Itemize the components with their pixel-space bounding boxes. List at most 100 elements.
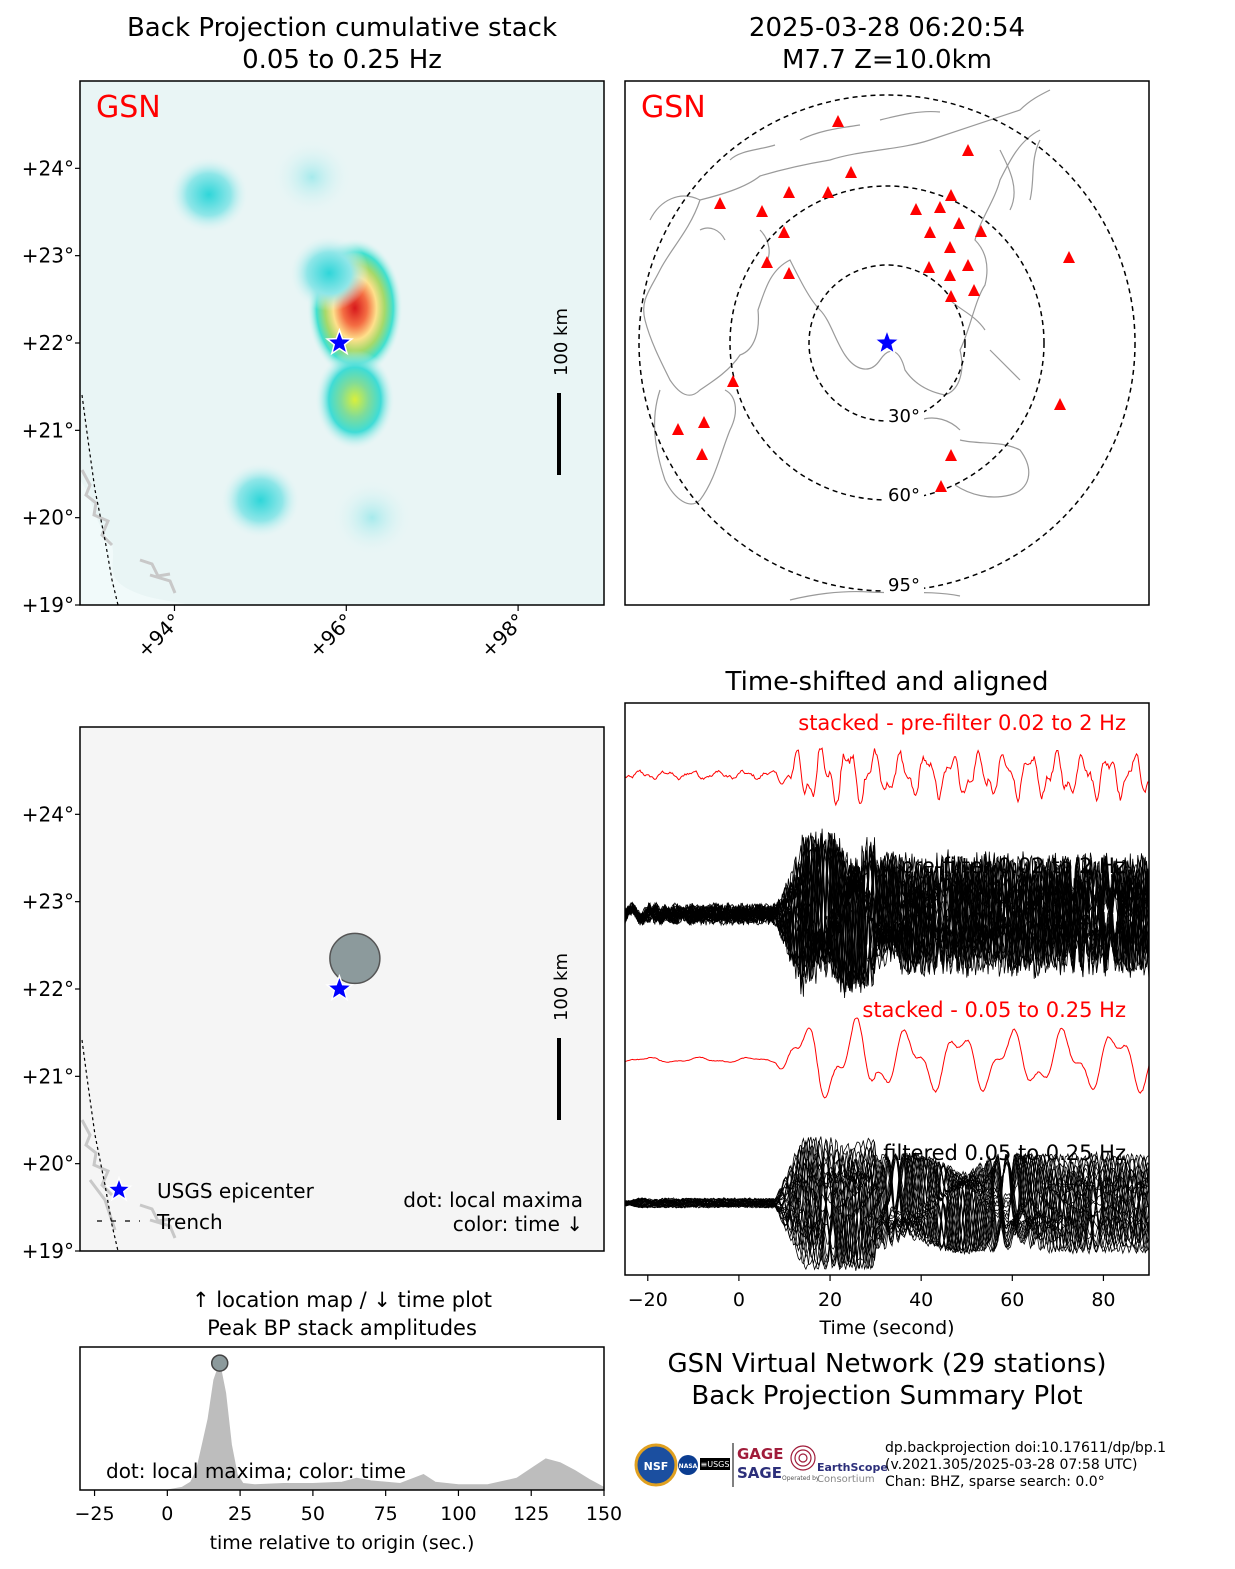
amp-tick-label-150: 150	[586, 1503, 622, 1525]
ring-30	[808, 264, 966, 422]
amp-title-2: Peak BP stack amplitudes	[207, 1316, 477, 1340]
trace-filt-28	[625, 1138, 1149, 1270]
amp-tick-label-25: 25	[228, 1503, 252, 1525]
amp-plot	[80, 1347, 604, 1490]
lat-label-21: +21°	[22, 418, 74, 442]
bp-blob-5	[220, 462, 301, 539]
loc-coastline	[80, 1119, 177, 1239]
station-15	[761, 256, 773, 268]
logo-strip: NSF NASA ≡USGS GAGE SAGE Operated by Ear…	[634, 1443, 888, 1487]
bp-network-label: GSN	[96, 90, 161, 125]
station-11	[975, 225, 987, 237]
station-25	[698, 416, 710, 428]
bp-land-corner	[80, 480, 190, 605]
summary-line-2: Back Projection Summary Plot	[691, 1381, 1082, 1411]
summary-line-1: GSN Virtual Network (29 stations)	[667, 1349, 1106, 1379]
station-10	[953, 217, 965, 229]
lon-label-98: +98°	[476, 609, 530, 663]
lat-label-24: +24°	[22, 802, 74, 826]
amp-note: dot: local maxima; color: time	[106, 1459, 406, 1483]
station-22	[945, 290, 957, 302]
label-pre: pre-filter 0.02 to 2 Hz	[900, 854, 1126, 878]
bp-blob-1	[314, 349, 395, 450]
lat-label-24: +24°	[22, 156, 74, 180]
bp-scale-label: 100 km	[551, 308, 572, 376]
sage-text: SAGE	[737, 1464, 782, 1482]
lat-label-19: +19°	[22, 593, 74, 617]
loc-scale-label: 100 km	[551, 953, 572, 1021]
bp-blob-layer	[168, 139, 413, 556]
bp-blob-4	[271, 139, 352, 216]
station-19	[962, 259, 974, 271]
consortium-text: Consortium	[817, 1474, 875, 1485]
station-4	[783, 186, 795, 198]
lat-label-22: +22°	[22, 977, 74, 1001]
bp-epicenter-star	[325, 327, 354, 356]
station-20	[1063, 251, 1075, 263]
station-1	[962, 144, 974, 156]
station-17	[923, 261, 935, 273]
lat-label-23: +23°	[22, 244, 74, 268]
footer-line-3: Chan: BHZ, sparse search: 0.0°	[885, 1474, 1105, 1490]
wave-x-ticks: −20 0 20 40 60 80	[628, 1275, 1116, 1311]
map-epicenter-star	[872, 327, 902, 356]
nsf-logo: NSF	[634, 1443, 678, 1487]
wave-plot	[625, 703, 1149, 1275]
station-7	[756, 205, 768, 217]
label-stack-filt: stacked - 0.05 to 0.25 Hz	[862, 998, 1126, 1022]
trace-filt-27	[625, 1137, 1149, 1269]
wave-title: Time-shifted and aligned	[725, 667, 1049, 697]
lat-label-20: +20°	[22, 1152, 74, 1176]
map-frame	[624, 80, 1150, 606]
usgs-text: ≡USGS	[701, 1460, 730, 1469]
bp-blob-6	[332, 479, 413, 556]
wave-tick-label-60: 60	[1000, 1289, 1024, 1311]
trace-stack-pre	[625, 747, 1149, 807]
ring-label-95: 95°	[888, 575, 920, 596]
lat-label-22: +22°	[22, 331, 74, 355]
station-14	[944, 241, 956, 253]
amp-area	[80, 1361, 604, 1490]
station-8	[910, 203, 922, 215]
bp-blob-3	[168, 156, 249, 233]
usgs-logo: ≡USGS	[700, 1458, 730, 1470]
amp-title-1: ↑ location map / ↓ time plot	[192, 1288, 492, 1312]
trace-pre-28	[625, 837, 1149, 982]
earthscope-text: EarthScope	[817, 1461, 888, 1474]
station-markers	[672, 115, 1075, 492]
amp-tick-label--25: −25	[75, 1503, 115, 1525]
bp-blob-2	[289, 235, 370, 312]
gage-text: GAGE	[737, 1445, 783, 1463]
bp-title-1: Back Projection cumulative stack	[127, 13, 557, 43]
wave-tick-label--20: −20	[628, 1289, 668, 1311]
lat-label-20: +20°	[22, 506, 74, 530]
wave-xlabel: Time (second)	[818, 1317, 954, 1339]
station-26	[696, 448, 708, 460]
label-filt: filtered 0.05 to 0.25 Hz	[883, 1141, 1126, 1165]
loc-note-2: color: time ↓	[453, 1212, 583, 1236]
amp-tick-label-100: 100	[440, 1503, 476, 1525]
loc-note-1: dot: local maxima	[403, 1188, 583, 1212]
station-24	[672, 423, 684, 435]
map-network-label: GSN	[641, 90, 706, 125]
world-coastlines	[643, 89, 1051, 601]
label-stack-pre: stacked - pre-filter 0.02 to 2 Hz	[798, 711, 1126, 735]
loc-lat-ticks: +24° +23° +22° +21° +20° +19°	[22, 802, 80, 1263]
wave-traces	[625, 747, 1149, 1271]
loc-maxima-dot	[329, 932, 381, 985]
station-2	[845, 166, 857, 178]
wave-tick-label-0: 0	[733, 1289, 745, 1311]
station-6	[945, 189, 957, 201]
trace-filt-23	[625, 1140, 1149, 1271]
station-21	[968, 284, 980, 296]
station-12	[924, 226, 936, 238]
loc-legend: USGS epicenter Trench	[97, 1175, 315, 1234]
trace-stack-filt	[625, 1017, 1149, 1099]
wave-tick-label-80: 80	[1091, 1289, 1115, 1311]
legend-epicenter-label: USGS epicenter	[157, 1179, 315, 1203]
lon-label-94: +94°	[132, 609, 186, 663]
lon-label-96: +96°	[304, 609, 358, 663]
station-23	[727, 375, 739, 387]
lat-label-21: +21°	[22, 1064, 74, 1088]
